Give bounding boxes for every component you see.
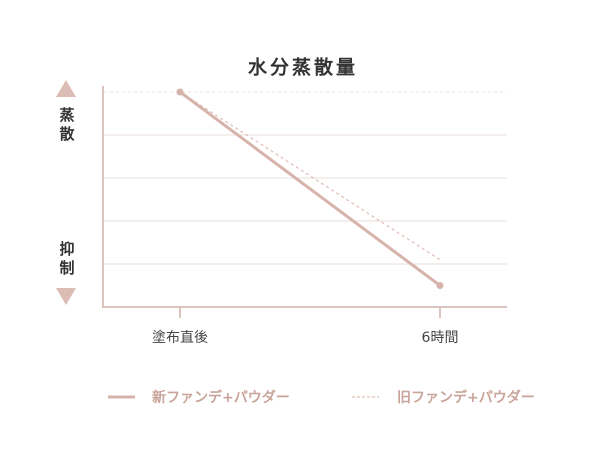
x-tick-label: 6時間 [422, 330, 459, 346]
down-arrow [56, 288, 76, 305]
up-arrow [56, 80, 76, 97]
legend-label: 旧ファンデ+パウダー [397, 389, 535, 406]
series-line [179, 90, 441, 287]
y-label-bottom: 抑制 [58, 240, 76, 279]
legend-label: 新ファンデ+パウダー [152, 389, 290, 406]
series-line [179, 91, 441, 261]
x-tick-label: 塗布直後 [152, 329, 208, 346]
chart-title: 水分蒸散量 [248, 56, 358, 79]
point [436, 282, 444, 289]
y-label-top: 蒸散 [58, 106, 76, 145]
point [176, 88, 184, 96]
